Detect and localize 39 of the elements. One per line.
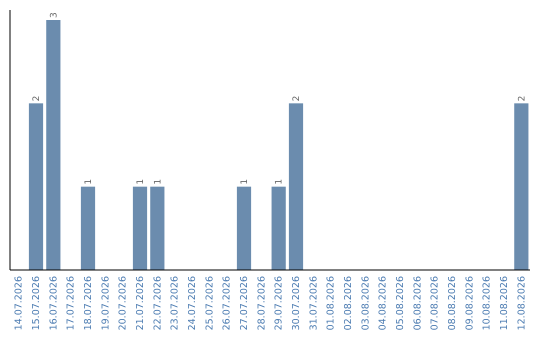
data-label: 3 [49,12,60,18]
x-tick-label: 02.08.2026 [343,276,354,330]
x-tick-label: 23.07.2026 [170,276,181,330]
x-tick-label: 29.07.2026 [274,276,285,330]
x-tick-label: 10.08.2026 [482,276,493,330]
x-tick-label: 24.07.2026 [187,276,198,330]
data-label: 1 [240,178,250,185]
x-tick-label: 01.08.2026 [326,276,337,330]
data-label: 1 [84,178,94,185]
x-tick-label: 20.07.2026 [118,276,129,330]
x-tick-label: 09.08.2026 [464,276,476,330]
data-label: 2 [32,96,42,102]
x-tick-label: 22.07.2026 [152,276,164,330]
x-tick-label: 25.07.2026 [204,276,216,330]
x-tick-label: 05.08.2026 [395,276,406,330]
x-tick-label: 17.07.2026 [66,276,77,330]
x-tick-label: 27.07.2026 [239,276,250,330]
x-tick-label: 30.07.2026 [291,276,302,330]
x-tick-label: 31.07.2026 [308,276,320,330]
x-tick-label: 28.07.2026 [256,276,268,330]
data-label: 2 [292,96,302,102]
x-tick-label: 15.07.2026 [31,276,42,330]
x-tick-label: 12.08.2026 [516,276,528,330]
x-tick-label: 03.08.2026 [360,276,372,330]
x-tick-label: 04.08.2026 [378,276,389,330]
x-tick-label: 08.08.2026 [447,276,458,330]
x-tick-label: 16.07.2026 [48,276,60,330]
data-label: 1 [153,178,164,185]
x-tick-label: 19.07.2026 [100,276,112,330]
x-tick-label: 14.07.2026 [14,276,25,330]
x-tick-label: 06.08.2026 [412,276,424,330]
x-tick-label: 21.07.2026 [135,276,146,330]
data-label: 1 [274,178,285,185]
x-tick-label: 18.07.2026 [83,276,94,330]
data-label: 2 [517,96,528,102]
x-tick-label: 07.08.2026 [430,276,441,330]
data-label: 1 [136,178,146,185]
x-tick-label: 11.08.2026 [499,276,510,330]
x-tick-label: 26.07.2026 [222,276,233,330]
